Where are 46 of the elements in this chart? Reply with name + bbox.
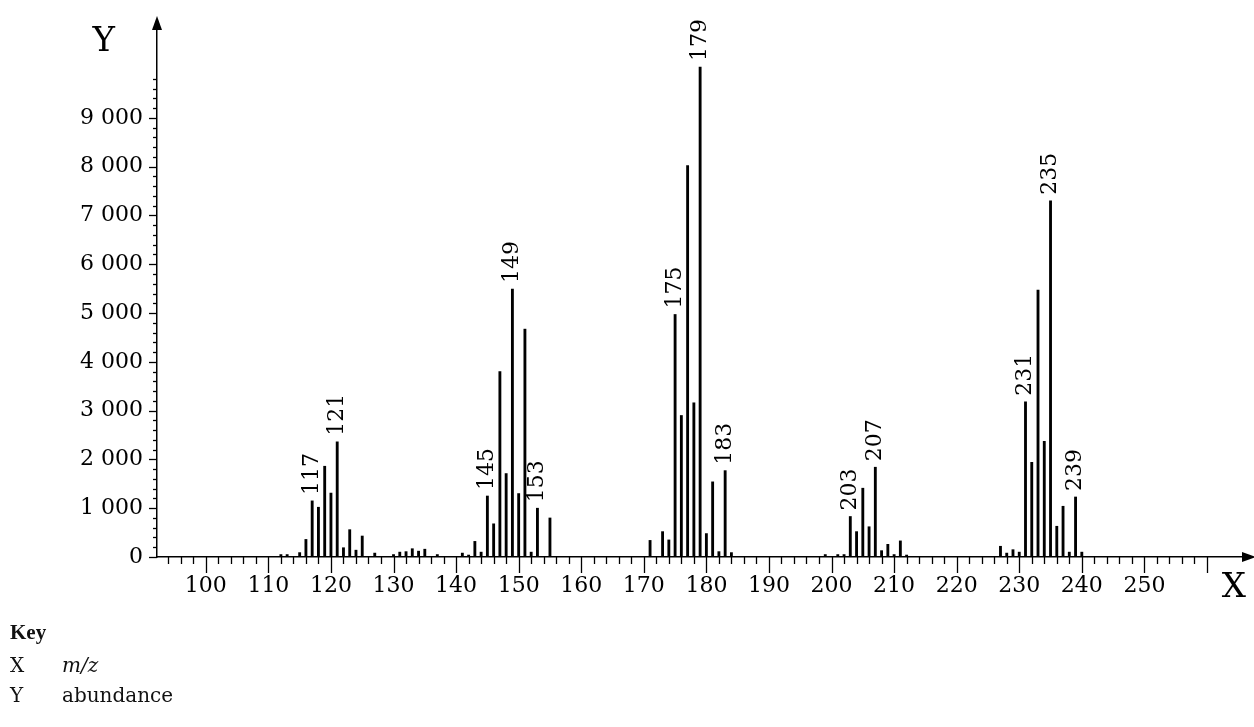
x-tick-label: 100 xyxy=(184,571,227,597)
x-tick-label: 110 xyxy=(247,571,290,597)
y-tick-label: 1 000 xyxy=(80,493,143,519)
x-tick-label: 200 xyxy=(810,571,853,597)
text: Y xyxy=(10,683,25,707)
annotation: 145 xyxy=(473,448,499,490)
x-tick-label: 180 xyxy=(685,571,728,597)
annotation: 121 xyxy=(322,393,348,436)
annotation: 203 xyxy=(836,468,862,511)
annotation: 183 xyxy=(710,422,736,465)
x-tick-label: 240 xyxy=(1060,571,1103,597)
y-tick-label: 8 000 xyxy=(80,152,143,178)
y-tick-label: 0 xyxy=(129,542,143,568)
text: abundance xyxy=(62,683,174,707)
annotation: 239 xyxy=(1061,448,1087,491)
x-tick-label: 130 xyxy=(372,571,415,597)
x-tick-label: 160 xyxy=(560,571,603,597)
text: X xyxy=(10,653,26,677)
y-tick-label: 7 000 xyxy=(80,201,143,227)
annotation: 149 xyxy=(498,241,524,284)
x-tick-label: 230 xyxy=(998,571,1041,597)
annotation: 179 xyxy=(685,19,711,62)
y-tick-label: 9 000 xyxy=(80,103,143,129)
x-tick-label: 170 xyxy=(622,571,665,597)
text: m/z xyxy=(62,653,99,677)
annotation: 207 xyxy=(861,419,887,462)
x-tick-label: 140 xyxy=(435,571,478,597)
annotation: 231 xyxy=(1011,353,1037,396)
y-tick-label: 4 000 xyxy=(80,347,143,373)
text: Key xyxy=(10,620,48,645)
y-tick-label: 2 000 xyxy=(80,445,143,471)
x-tick-label: 210 xyxy=(873,571,916,597)
y-axis-title: Y xyxy=(91,18,116,59)
x-axis-title: X xyxy=(1221,564,1247,605)
x-tick-label: 220 xyxy=(935,571,978,597)
annotation: 117 xyxy=(297,452,323,495)
annotation: 235 xyxy=(1036,152,1062,195)
y-tick-label: 3 000 xyxy=(80,396,143,422)
annotation: 175 xyxy=(660,266,686,309)
annotation: 153 xyxy=(523,460,549,503)
x-tick-label: 150 xyxy=(497,571,540,597)
y-tick-label: 6 000 xyxy=(80,249,143,275)
x-tick-label: 120 xyxy=(309,571,352,597)
x-tick-label: 250 xyxy=(1123,571,1166,597)
y-tick-label: 5 000 xyxy=(80,298,143,324)
x-tick-label: 190 xyxy=(747,571,790,597)
